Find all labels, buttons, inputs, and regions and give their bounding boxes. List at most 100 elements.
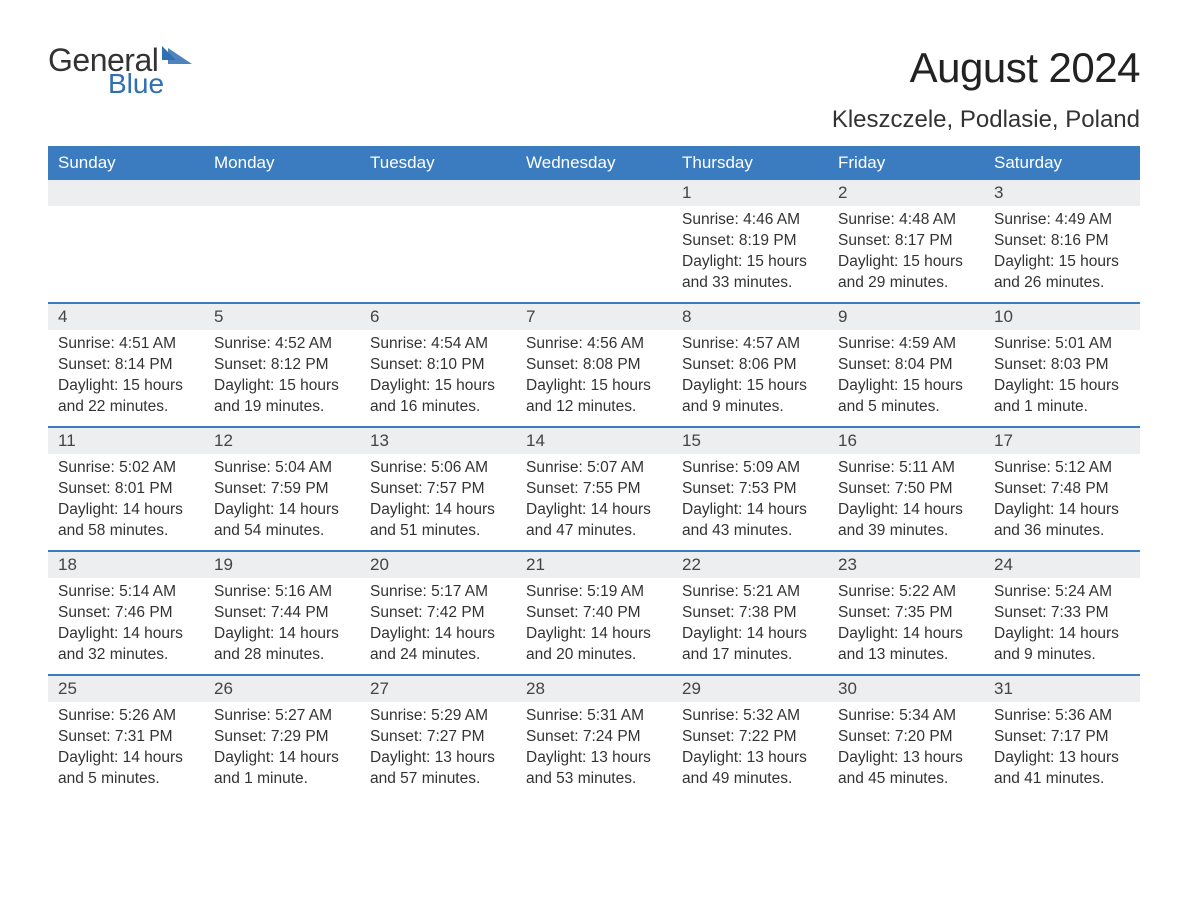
day-details: Sunrise: 4:48 AMSunset: 8:17 PMDaylight:… [828, 206, 984, 300]
day-number: 3 [984, 180, 1140, 206]
calendar: SundayMondayTuesdayWednesdayThursdayFrid… [48, 146, 1140, 798]
logo: General Blue [48, 44, 196, 98]
daylight-text: Daylight: 14 hours and 9 minutes. [994, 624, 1130, 666]
sunset-text: Sunset: 7:29 PM [214, 727, 350, 748]
sunrise-text: Sunrise: 5:04 AM [214, 458, 350, 479]
day-number: 29 [672, 676, 828, 702]
daylight-text: Daylight: 13 hours and 57 minutes. [370, 748, 506, 790]
calendar-cell: 15Sunrise: 5:09 AMSunset: 7:53 PMDayligh… [672, 428, 828, 550]
calendar-week: 4Sunrise: 4:51 AMSunset: 8:14 PMDaylight… [48, 302, 1140, 426]
calendar-cell: 27 Sunrise: 5:29 AMSunset: 7:27 PMDayligh… [360, 676, 516, 798]
day-number: 2 [828, 180, 984, 206]
sunset-text: Sunset: 8:12 PM [214, 355, 350, 376]
sunrise-text: Sunrise: 5:22 AM [838, 582, 974, 603]
daylight-text: Daylight: 14 hours and 24 minutes. [370, 624, 506, 666]
day-number: 5 [204, 304, 360, 330]
sunrise-text: Sunrise: 5:01 AM [994, 334, 1130, 355]
day-details: Sunrise: 5:17 AMSunset: 7:42 PMDaylight:… [360, 578, 516, 672]
day-number [204, 180, 360, 206]
day-details: Sunrise: 5:27 AMSunset: 7:29 PMDaylight:… [204, 702, 360, 796]
sunrise-text: Sunrise: 4:52 AM [214, 334, 350, 355]
calendar-cell: 1Sunrise: 4:46 AMSunset: 8:19 PMDaylight… [672, 180, 828, 302]
calendar-cell: 28Sunrise: 5:31 AMSunset: 7:24 PMDayligh… [516, 676, 672, 798]
sunset-text: Sunset: 8:08 PM [526, 355, 662, 376]
day-number: 14 [516, 428, 672, 454]
day-number: 27 [360, 676, 516, 702]
calendar-cell: 11Sunrise: 5:02 AMSunset: 8:01 PMDayligh… [48, 428, 204, 550]
day-details: Sunrise: 5:32 AMSunset: 7:22 PMDaylight:… [672, 702, 828, 796]
sunrise-text: Sunrise: 4:49 AM [994, 210, 1130, 231]
sunrise-text: Sunrise: 4:54 AM [370, 334, 506, 355]
sunrise-text: Sunrise: 4:59 AM [838, 334, 974, 355]
sunset-text: Sunset: 8:14 PM [58, 355, 194, 376]
sunrise-text: Sunrise: 5:14 AM [58, 582, 194, 603]
sunset-text: Sunset: 7:50 PM [838, 479, 974, 500]
sunrise-text: Sunrise: 4:48 AM [838, 210, 974, 231]
sunset-text: Sunset: 7:53 PM [682, 479, 818, 500]
day-details: Sunrise: 4:56 AMSunset: 8:08 PMDaylight:… [516, 330, 672, 424]
daylight-text: Daylight: 13 hours and 41 minutes. [994, 748, 1130, 790]
weekday-label: Monday [204, 146, 360, 180]
calendar-cell: 26Sunrise: 5:27 AMSunset: 7:29 PMDayligh… [204, 676, 360, 798]
day-details: Sunrise: 4:57 AMSunset: 8:06 PMDaylight:… [672, 330, 828, 424]
calendar-cell [204, 180, 360, 302]
calendar-cell: 22Sunrise: 5:21 AMSunset: 7:38 PMDayligh… [672, 552, 828, 674]
day-details: Sunrise: 5:31 AMSunset: 7:24 PMDaylight:… [516, 702, 672, 796]
day-number: 15 [672, 428, 828, 454]
day-details: Sunrise: 4:52 AMSunset: 8:12 PMDaylight:… [204, 330, 360, 424]
sunset-text: Sunset: 7:24 PM [526, 727, 662, 748]
calendar-cell: 23Sunrise: 5:22 AMSunset: 7:35 PMDayligh… [828, 552, 984, 674]
daylight-text: Daylight: 15 hours and 22 minutes. [58, 376, 194, 418]
sunrise-text: Sunrise: 5:29 AM [370, 706, 506, 727]
sunrise-text: Sunrise: 5:17 AM [370, 582, 506, 603]
sunrise-text: Sunrise: 4:57 AM [682, 334, 818, 355]
day-number: 22 [672, 552, 828, 578]
calendar-week: 18Sunrise: 5:14 AMSunset: 7:46 PMDayligh… [48, 550, 1140, 674]
sunset-text: Sunset: 7:31 PM [58, 727, 194, 748]
sunrise-text: Sunrise: 4:51 AM [58, 334, 194, 355]
sunset-text: Sunset: 7:40 PM [526, 603, 662, 624]
day-number: 28 [516, 676, 672, 702]
day-number: 13 [360, 428, 516, 454]
daylight-text: Daylight: 15 hours and 33 minutes. [682, 252, 818, 294]
weekday-label: Friday [828, 146, 984, 180]
daylight-text: Daylight: 15 hours and 26 minutes. [994, 252, 1130, 294]
day-details: Sunrise: 5:06 AMSunset: 7:57 PMDaylight:… [360, 454, 516, 548]
calendar-cell: 24Sunrise: 5:24 AMSunset: 7:33 PMDayligh… [984, 552, 1140, 674]
day-details: Sunrise: 4:51 AMSunset: 8:14 PMDaylight:… [48, 330, 204, 424]
daylight-text: Daylight: 15 hours and 5 minutes. [838, 376, 974, 418]
sunset-text: Sunset: 7:42 PM [370, 603, 506, 624]
calendar-cell: 5Sunrise: 4:52 AMSunset: 8:12 PMDaylight… [204, 304, 360, 426]
sunrise-text: Sunrise: 5:09 AM [682, 458, 818, 479]
weekday-label: Wednesday [516, 146, 672, 180]
sunset-text: Sunset: 7:57 PM [370, 479, 506, 500]
sunrise-text: Sunrise: 5:26 AM [58, 706, 194, 727]
sunrise-text: Sunrise: 5:02 AM [58, 458, 194, 479]
daylight-text: Daylight: 14 hours and 54 minutes. [214, 500, 350, 542]
daylight-text: Daylight: 15 hours and 1 minute. [994, 376, 1130, 418]
sunset-text: Sunset: 8:10 PM [370, 355, 506, 376]
sunset-text: Sunset: 7:44 PM [214, 603, 350, 624]
sunset-text: Sunset: 8:01 PM [58, 479, 194, 500]
day-number [48, 180, 204, 206]
day-number: 8 [672, 304, 828, 330]
calendar-cell: 16Sunrise: 5:11 AMSunset: 7:50 PMDayligh… [828, 428, 984, 550]
location-subtitle: Kleszczele, Podlasie, Poland [832, 106, 1140, 134]
sunset-text: Sunset: 8:17 PM [838, 231, 974, 252]
daylight-text: Daylight: 15 hours and 16 minutes. [370, 376, 506, 418]
day-details: Sunrise: 5:02 AMSunset: 8:01 PMDaylight:… [48, 454, 204, 548]
sunrise-text: Sunrise: 5:07 AM [526, 458, 662, 479]
daylight-text: Daylight: 15 hours and 19 minutes. [214, 376, 350, 418]
daylight-text: Daylight: 14 hours and 17 minutes. [682, 624, 818, 666]
daylight-text: Daylight: 13 hours and 49 minutes. [682, 748, 818, 790]
sunrise-text: Sunrise: 5:12 AM [994, 458, 1130, 479]
sunset-text: Sunset: 7:27 PM [370, 727, 506, 748]
header: General Blue August 2024 Kleszczele, Pod… [48, 44, 1140, 134]
calendar-cell: 30Sunrise: 5:34 AMSunset: 7:20 PMDayligh… [828, 676, 984, 798]
sunset-text: Sunset: 7:33 PM [994, 603, 1130, 624]
day-details: Sunrise: 5:26 AMSunset: 7:31 PMDaylight:… [48, 702, 204, 796]
calendar-cell: 13Sunrise: 5:06 AMSunset: 7:57 PMDayligh… [360, 428, 516, 550]
calendar-cell: 29Sunrise: 5:32 AMSunset: 7:22 PMDayligh… [672, 676, 828, 798]
day-details: Sunrise: 5:01 AMSunset: 8:03 PMDaylight:… [984, 330, 1140, 424]
calendar-cell: 6Sunrise: 4:54 AMSunset: 8:10 PMDaylight… [360, 304, 516, 426]
